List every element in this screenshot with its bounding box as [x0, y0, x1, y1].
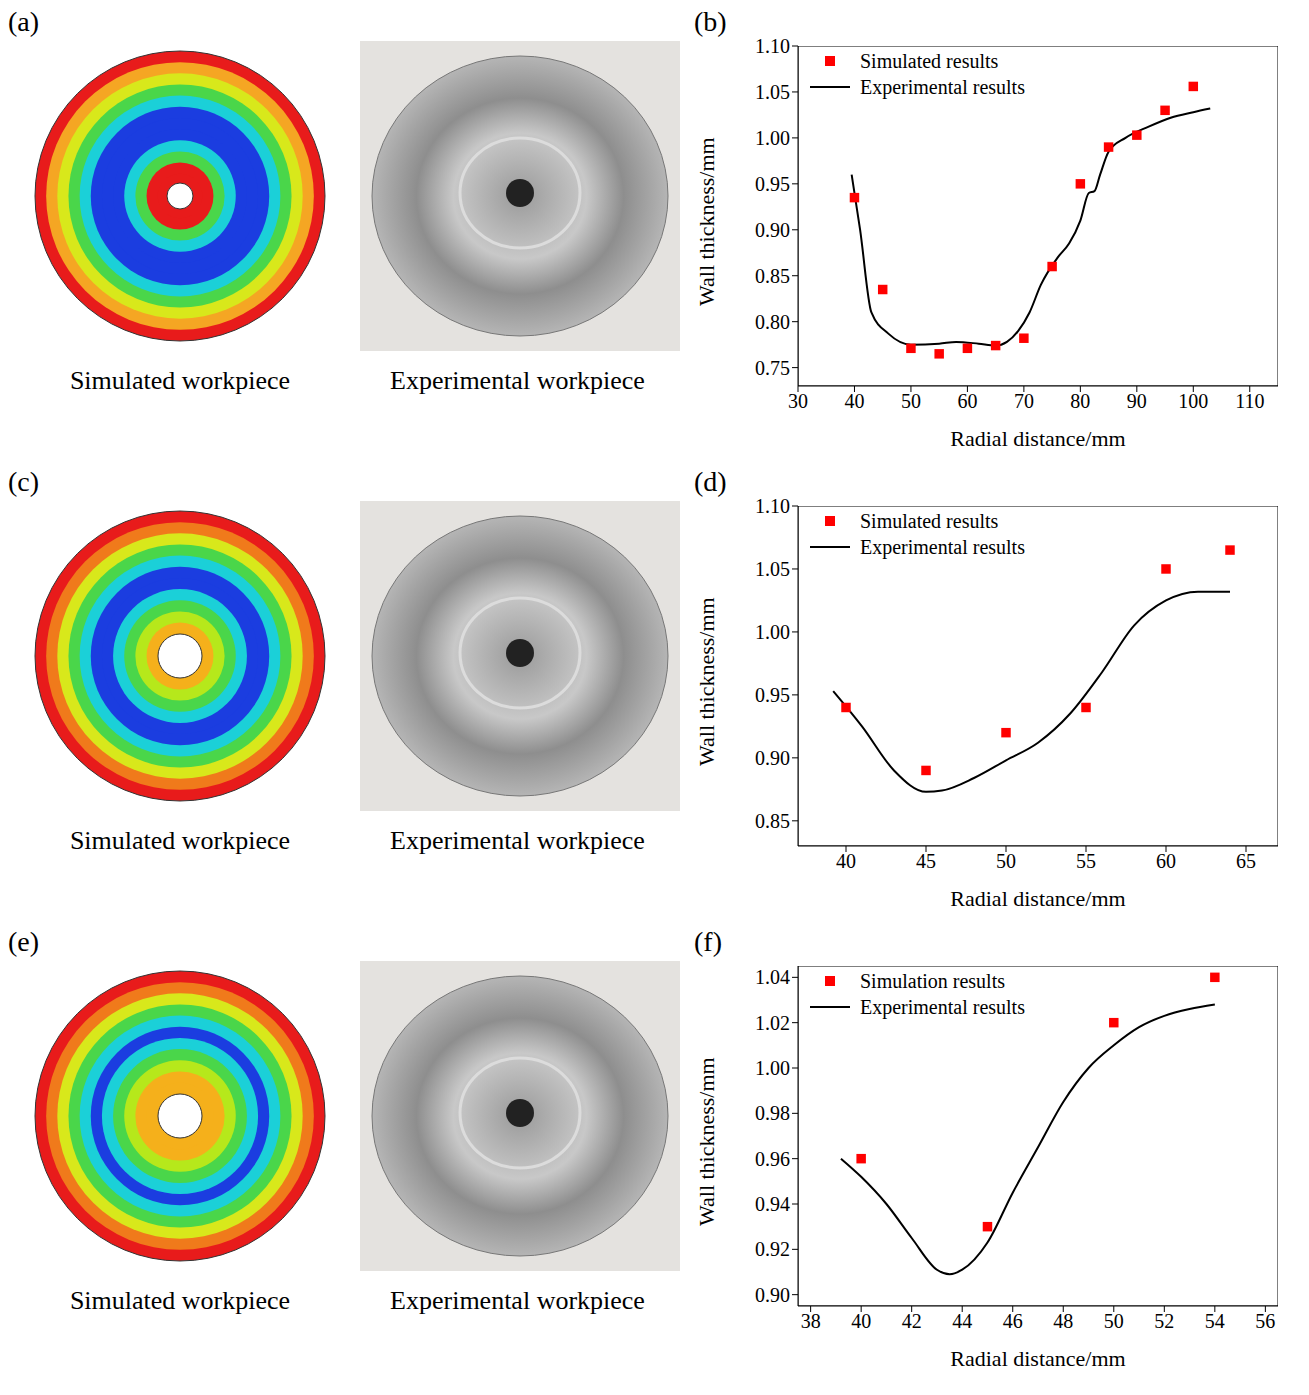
svg-text:30: 30	[788, 390, 808, 412]
svg-text:0.90: 0.90	[755, 747, 790, 769]
html-text:Simulated results: Simulated results	[860, 510, 999, 532]
svg-text:Radial distance/mm: Radial distance/mm	[950, 886, 1125, 911]
svg-text:56: 56	[1255, 1310, 1275, 1332]
svg-text:100: 100	[1178, 390, 1208, 412]
svg-text:1.02: 1.02	[755, 1012, 790, 1034]
html-text:(f): (f)	[694, 926, 722, 957]
svg-text:0.98: 0.98	[755, 1102, 790, 1124]
svg-text:50: 50	[901, 390, 921, 412]
svg-text:0.92: 0.92	[755, 1238, 790, 1260]
svg-text:0.96: 0.96	[755, 1148, 790, 1170]
svg-text:Wall thickness/mm: Wall thickness/mm	[694, 597, 719, 766]
html-text:(b): (b)	[694, 6, 727, 37]
svg-text:Radial distance/mm: Radial distance/mm	[950, 1346, 1125, 1371]
svg-text:60: 60	[957, 390, 977, 412]
html-text:Experimental workpiece: Experimental workpiece	[390, 366, 645, 395]
html-text:Simulated results: Simulated results	[860, 50, 999, 72]
svg-text:50: 50	[1104, 1310, 1124, 1332]
svg-text:0.90: 0.90	[755, 1284, 790, 1306]
html-text:Experimental results: Experimental results	[860, 536, 1025, 558]
svg-text:Radial distance/mm: Radial distance/mm	[950, 426, 1125, 451]
svg-text:38: 38	[801, 1310, 821, 1332]
svg-text:50: 50	[996, 850, 1016, 872]
svg-text:46: 46	[1003, 1310, 1023, 1332]
html-text:Simulated workpiece: Simulated workpiece	[69, 826, 291, 855]
svg-text:110: 110	[1235, 390, 1264, 412]
svg-text:40: 40	[836, 850, 856, 872]
html-text:(d): (d)	[694, 466, 727, 497]
html-text:Simulated workpiece: Simulated workpiece	[69, 1286, 291, 1315]
html-text:Simulated workpiece: Simulated workpiece	[69, 366, 291, 395]
svg-text:70: 70	[1014, 390, 1034, 412]
svg-text:Wall thickness/mm: Wall thickness/mm	[694, 137, 719, 306]
svg-text:0.95: 0.95	[755, 173, 790, 195]
svg-text:55: 55	[1076, 850, 1096, 872]
svg-text:80: 80	[1070, 390, 1090, 412]
svg-text:44: 44	[952, 1310, 972, 1332]
svg-text:1.05: 1.05	[755, 558, 790, 580]
svg-text:48: 48	[1053, 1310, 1073, 1332]
svg-text:0.85: 0.85	[755, 265, 790, 287]
html-text:Experimental results: Experimental results	[860, 996, 1025, 1018]
html-text:(c): (c)	[8, 466, 40, 497]
svg-text:0.94: 0.94	[755, 1193, 790, 1215]
svg-text:Wall thickness/mm: Wall thickness/mm	[694, 1057, 719, 1226]
svg-text:45: 45	[916, 850, 936, 872]
html-text:Experimental workpiece: Experimental workpiece	[390, 1286, 645, 1315]
html-text:(a): (a)	[8, 6, 40, 37]
svg-text:1.10: 1.10	[755, 495, 790, 517]
svg-text:1.00: 1.00	[755, 127, 790, 149]
svg-text:0.80: 0.80	[755, 311, 790, 333]
svg-text:65: 65	[1236, 850, 1256, 872]
svg-text:90: 90	[1127, 390, 1147, 412]
html-text:(e): (e)	[8, 926, 40, 957]
html-text:Simulation results: Simulation results	[860, 970, 1005, 992]
svg-text:1.00: 1.00	[755, 1057, 790, 1079]
svg-text:1.00: 1.00	[755, 621, 790, 643]
svg-text:42: 42	[902, 1310, 922, 1332]
svg-text:0.95: 0.95	[755, 684, 790, 706]
svg-text:0.75: 0.75	[755, 357, 790, 379]
svg-text:54: 54	[1205, 1310, 1225, 1332]
svg-text:1.04: 1.04	[755, 966, 790, 988]
svg-text:1.10: 1.10	[755, 35, 790, 57]
html-text:Experimental results: Experimental results	[860, 76, 1025, 98]
svg-text:0.90: 0.90	[755, 219, 790, 241]
svg-text:52: 52	[1154, 1310, 1174, 1332]
html-text:Experimental workpiece: Experimental workpiece	[390, 826, 645, 855]
svg-text:40: 40	[844, 390, 864, 412]
svg-text:60: 60	[1156, 850, 1176, 872]
svg-text:40: 40	[851, 1310, 871, 1332]
svg-text:0.85: 0.85	[755, 810, 790, 832]
svg-text:1.05: 1.05	[755, 81, 790, 103]
